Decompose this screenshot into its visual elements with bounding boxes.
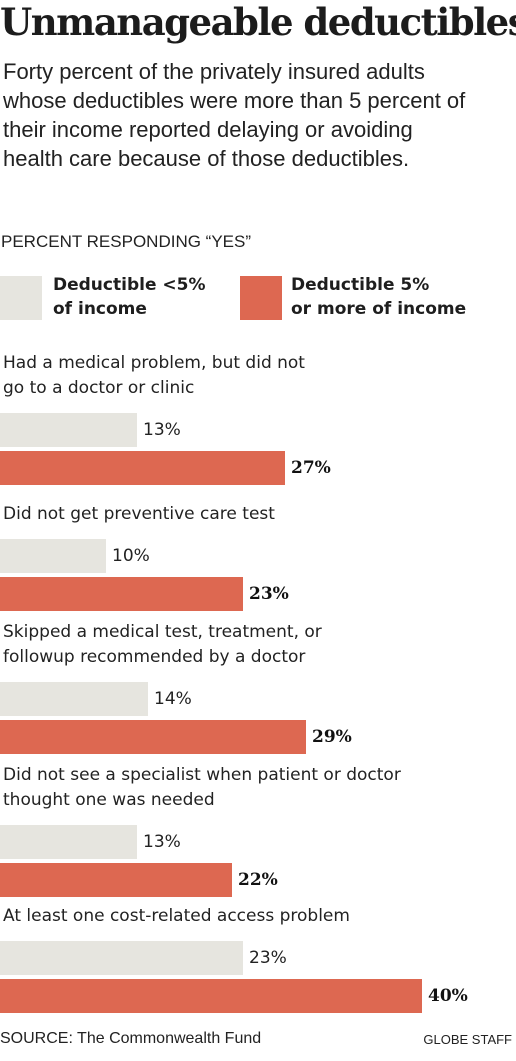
data-label-low: 13% [143,420,181,440]
bar-low [0,539,106,573]
data-label-high: 29% [312,727,352,747]
data-label-high: 27% [291,458,331,478]
data-label-high: 22% [238,870,278,890]
data-label-low: 13% [143,832,181,852]
category-label-line: At least one cost-related access problem [3,906,350,926]
bar-low [0,941,243,975]
legend-swatch-high [240,276,282,320]
data-label-low: 23% [249,948,287,968]
category-label: Had a medical problem, but did not go to … [3,351,423,401]
bar-low [0,682,148,716]
y-axis-label: PERCENT RESPONDING “YES” [1,232,252,251]
source-note: SOURCE: The Commonwealth Fund [0,1030,262,1047]
category-label-line: go to a doctor or clinic [3,378,195,398]
legend-label-high: Deductible 5% or more of income [291,275,467,319]
chart-title: Unmanageable deductibles [0,0,516,44]
bar-low [0,413,137,447]
category-label-line: Did not see a specialist when patient or… [3,765,401,785]
category-label-line: Did not get preventive care test [3,504,275,524]
category-label: Did not get preventive care test [3,502,423,527]
bar-high [0,720,306,754]
data-label-low: 14% [154,689,192,709]
bar-high [0,979,422,1013]
data-label-high: 23% [249,584,289,604]
category-label: Skipped a medical test, treatment, or fol… [3,620,423,670]
data-label-high: 40% [428,986,468,1006]
category-label-line: followup recommended by a doctor [3,647,306,667]
category-label: At least one cost-related access problem [3,904,423,929]
legend-label-low: Deductible <5% of income [53,275,206,319]
legend-swatch-low [0,276,42,320]
credit-line: GLOBE STAFF [423,1032,512,1047]
chart-subtitle: Forty percent of the privately insured a… [3,59,466,171]
bar-high [0,451,285,485]
bar-low [0,825,137,859]
bar-high [0,863,232,897]
category-label-line: Skipped a medical test, treatment, or [3,622,322,642]
category-label-line: Had a medical problem, but did not [3,353,305,373]
data-label-low: 10% [112,546,150,566]
category-label: Did not see a specialist when patient or… [3,763,423,813]
category-label-line: thought one was needed [3,790,215,810]
bar-high [0,577,243,611]
